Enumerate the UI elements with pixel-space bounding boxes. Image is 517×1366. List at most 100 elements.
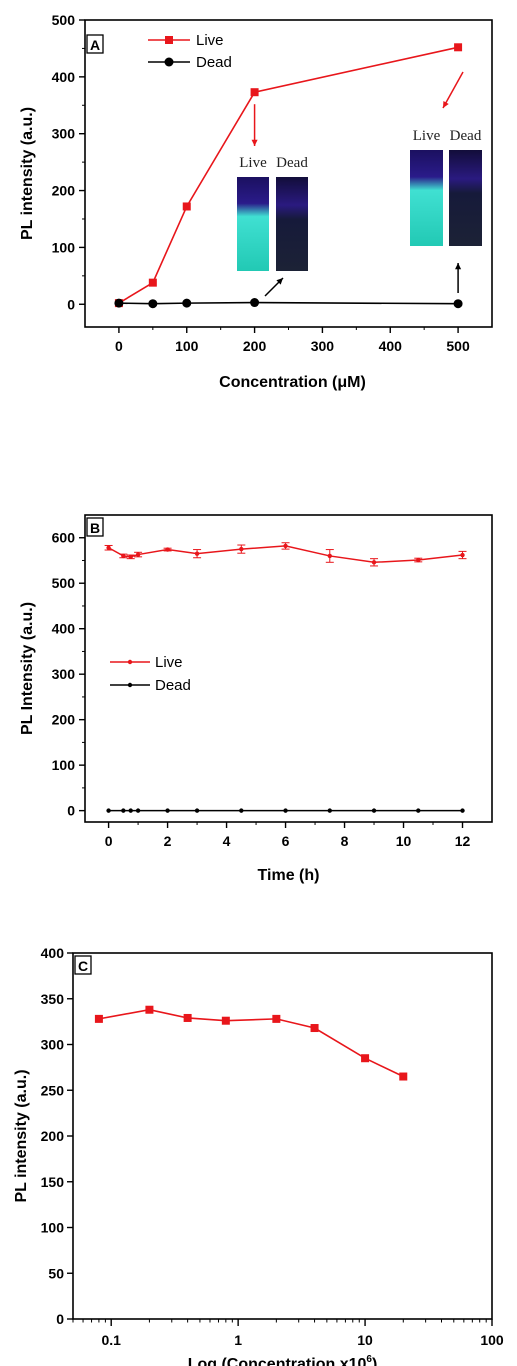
y-tick-label: 300 [52,126,76,142]
data-point-dead [121,808,126,813]
data-point-live [327,553,332,559]
plot-frame [72,952,493,1320]
data-point-dead [182,298,192,308]
data-point-dead [460,808,465,813]
y-tick-label: 150 [41,1174,65,1190]
data-point-dead [135,808,141,813]
y-tick-label: 100 [41,1220,65,1236]
photo-label-dead: Dead [450,128,482,144]
y-tick-label: 100 [52,239,76,255]
data-point [399,1072,408,1081]
legend-label-dead: Dead [196,54,232,71]
data-point-live [121,553,126,559]
arrow-black-500-head [455,263,462,270]
data-point-dead [371,808,377,813]
panel-label: A [90,37,100,53]
data-point-live [454,43,463,52]
data-point-live [460,552,465,558]
data-point-live [194,551,200,556]
data-point-live [371,560,377,565]
legend-marker-dead [164,57,174,67]
legend-marker-live [165,36,173,44]
data-point-live [106,545,111,550]
x-axis-label: Log (Concentration x106) [188,1354,378,1366]
y-tick-label: 300 [41,1037,65,1053]
photo-label-live: Live [239,155,267,171]
chart-b: 0 100 200 300 400 500 600 0 2 4 6 8 10 12 Time (h) PL I… [19,514,493,884]
data-point-live [182,202,191,211]
y-tick-label: 200 [52,712,76,728]
legend-label-live: Live [155,654,183,671]
live-vial-photo [237,177,269,271]
data-point [94,1014,103,1023]
data-point-live [165,547,170,552]
chart-c: 0 50 100 150 200 250 300 350 400 0.1 1 10 100 Log (Co… [13,945,504,1366]
dead-vial-photo [276,177,308,271]
data-point-dead [114,298,124,308]
x-tick-label: 500 [446,338,470,354]
legend-marker-live [127,659,133,665]
live-vial-photo [410,150,443,246]
x-tick-label: 200 [243,338,267,354]
x-tick-label: 2 [164,833,172,849]
panel-label-box [74,955,92,975]
x-tick-label: 0 [105,833,113,849]
data-point [310,1024,319,1033]
y-axis-label: PL intensity (a.u.) [13,1069,30,1202]
y-tick-label: 50 [48,1265,64,1281]
panel-label: C [78,958,88,974]
y-tick-label: 200 [52,183,76,199]
arrow-red-500 [442,71,464,109]
data-point-dead [106,808,111,813]
x-tick-label: 0 [115,338,123,354]
x-tick-label: 400 [379,338,403,354]
data-point-dead [165,808,170,813]
data-point-dead [250,298,260,308]
arrow-red-500-head [443,101,449,108]
arrow-red-200-head [251,139,258,146]
data-point [221,1016,230,1025]
data-point-dead [416,808,421,813]
x-tick-label: 4 [223,833,231,849]
y-tick-label: 350 [41,991,65,1007]
photo-label-live: Live [413,128,441,144]
y-tick-label: 400 [52,621,76,637]
y-axis-label: PL Intensity (a.u.) [19,602,36,735]
panel-label-box [86,517,104,537]
y-tick-label: 200 [41,1128,65,1144]
legend-marker-dead [127,682,133,688]
plot-frame [84,514,493,823]
x-tick-label: 100 [175,338,199,354]
arrow-black-200-head [276,278,283,285]
data-point-dead [327,808,332,813]
data-point [361,1054,370,1063]
series-line-dead [118,301,459,305]
y-tick-label: 250 [41,1082,65,1098]
legend-label-live: Live [196,32,224,49]
data-point-dead [283,808,288,813]
photo-label-dead: Dead [276,155,308,171]
data-point-live [283,543,288,549]
y-axis-label: PL intensity (a.u.) [19,107,36,240]
data-point-live [135,552,141,557]
data-point-live [128,554,133,560]
x-tick-label: 8 [341,833,349,849]
y-tick-label: 300 [52,666,76,682]
y-tick-label: 0 [56,1311,64,1327]
chart-a: 0 100 200 300 400 500 0 100 200 300 400 500 Concentr… [19,12,493,391]
x-axis-label: Time (h) [258,867,320,884]
x-tick-label: 10 [357,1332,373,1348]
y-tick-label: 400 [52,69,76,85]
x-tick-label: 300 [311,338,335,354]
data-point-live [148,278,157,287]
data-point-dead [239,808,244,813]
x-tick-label: 10 [396,833,412,849]
dead-vial-photo [449,150,482,246]
y-tick-label: 0 [67,803,75,819]
data-point-live [250,88,259,97]
panel-label-box [86,34,104,54]
y-tick-label: 500 [52,12,76,28]
data-point-dead [194,808,200,813]
x-tick-label: 1 [234,1332,242,1348]
data-point-live [239,546,244,552]
